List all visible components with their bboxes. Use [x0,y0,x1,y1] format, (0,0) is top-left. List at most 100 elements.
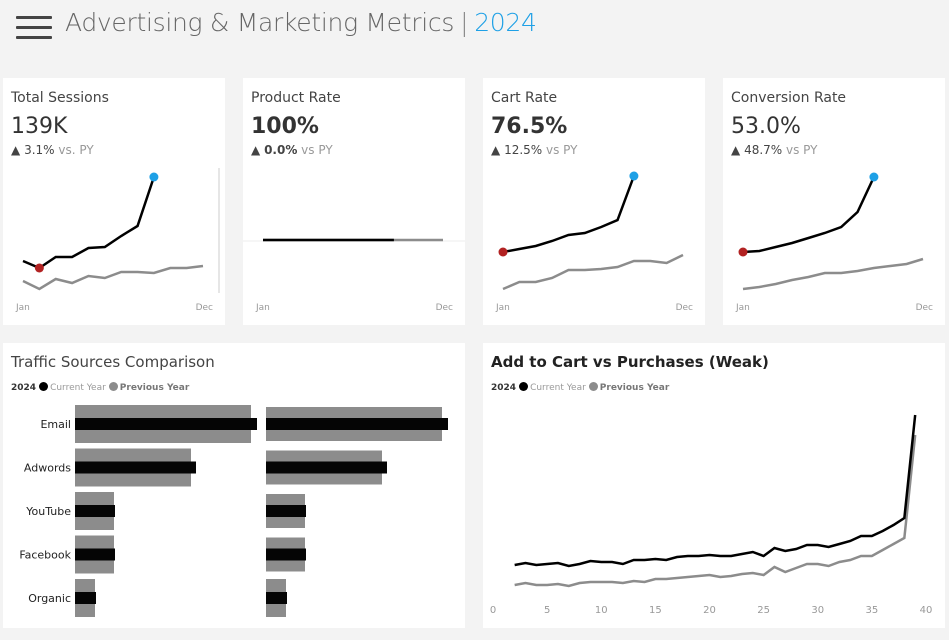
delta-value: 12.5% [504,143,543,157]
cart-title: Add to Cart vs Purchases (Weak) [491,353,769,371]
kpi-value: 53.0% [731,114,801,139]
sparkline [498,171,684,291]
legend-current: Current Year [530,383,586,393]
cart-legend: 2024 Current Year Previous Year [491,382,669,393]
current-year-line [22,176,156,270]
cart-purchases-card: Add to Cart vs Purchases (Weak) 2024 Curr… [483,343,945,628]
kpi-value: 139K [11,114,68,139]
up-triangle-icon: ▲ [11,143,21,157]
page-title: Advertising & Marketing Metrics | 2024 [65,8,537,37]
month-end-label: Dec [195,303,213,313]
traffic-bar-chart: Email Adwords YouTube Facebook Organic [19,405,448,617]
delta-suffix: vs PY [786,143,818,157]
kpi-delta: ▲ 3.1% vs. PY [11,143,94,157]
bar-current-youtube[interactable] [266,505,306,517]
current-dot-icon [39,382,49,391]
up-triangle-icon: ▲ [251,143,261,157]
delta-value: 3.1% [24,143,55,157]
month-end-label: Dec [915,303,933,313]
month-end-label: Dec [435,303,453,313]
sparkline [243,238,465,242]
bar-current-adwords[interactable] [266,461,387,474]
kpi-card-total-sessions: Total Sessions 139K ▲ 3.1% vs. PY Jan De… [3,78,225,325]
kpi-card-product-rate: Product Rate 100% ▲ 0.0% vs PY Jan Dec [243,78,465,325]
kpi-title: Conversion Rate [731,90,847,106]
kpi-title: Product Rate [251,90,341,106]
previous-year-line [742,257,924,291]
cart-line-chart: 0 5 10 15 20 25 30 35 40 [490,414,933,616]
delta-suffix: vs PY [301,143,333,157]
bar-current-adwords[interactable] [75,461,196,474]
current-year-line [514,414,917,568]
previous-year-line [514,434,917,588]
current-dot-icon [519,382,529,391]
sparkline [738,172,924,291]
latest-point-marker[interactable] [869,172,879,182]
legend-previous: Previous Year [599,383,670,393]
month-start-label: Jan [496,303,510,313]
x-tick-label: 15 [649,605,662,616]
month-start-label: Jan [256,303,270,313]
current-year-line [502,175,636,254]
kpi-delta: ▲ 12.5% vs PY [491,143,578,157]
title-text: Advertising & Marketing Metrics [65,8,455,37]
month-start-label: Jan [736,303,750,313]
legend-previous: Previous Year [119,383,190,393]
sparkline [22,168,220,293]
previous-year-line [502,253,684,291]
traffic-title: Traffic Sources Comparison [11,353,215,371]
x-tick-label: 30 [811,605,824,616]
low-point-marker[interactable] [34,263,44,273]
low-point-marker[interactable] [738,247,748,257]
bar-current-facebook[interactable] [266,548,306,561]
delta-value: 0.0% [264,143,298,157]
kpi-delta: ▲ 0.0% vs PY [251,143,333,157]
kpi-title: Total Sessions [11,90,109,106]
bar-current-email[interactable] [266,418,448,430]
category-label-email: Email [40,418,71,431]
kpi-card-cart-rate: Cart Rate 76.5% ▲ 12.5% vs PY Jan Dec [483,78,705,325]
bar-current-email[interactable] [75,418,257,430]
hamburger-menu-icon[interactable] [16,14,52,42]
month-start-label: Jan [16,303,30,313]
category-label-adwords: Adwords [24,462,71,475]
delta-value: 48.7% [744,143,783,157]
x-tick-label: 5 [544,605,550,616]
kpi-value: 76.5% [491,114,568,139]
legend-year: 2024 [491,383,517,393]
delta-suffix: vs PY [546,143,578,157]
x-tick-label: 35 [866,605,879,616]
up-triangle-icon: ▲ [731,143,741,157]
low-point-marker[interactable] [498,247,508,257]
previous-year-line [22,264,204,291]
x-tick-label: 0 [490,605,496,616]
x-tick-label: 40 [920,605,933,616]
bar-current-youtube[interactable] [75,505,115,517]
kpi-value: 100% [251,114,319,139]
legend-current: Current Year [50,383,106,393]
legend-year: 2024 [11,383,37,393]
x-tick-label: 10 [595,605,608,616]
kpi-title: Cart Rate [491,90,558,106]
bar-current-facebook[interactable] [75,548,115,561]
month-end-label: Dec [675,303,693,313]
up-triangle-icon: ▲ [491,143,501,157]
bar-current-organic[interactable] [266,592,287,604]
latest-point-marker[interactable] [629,171,639,181]
category-label-organic: Organic [28,592,71,605]
previous-dot-icon [108,382,118,391]
category-label-facebook: Facebook [19,549,71,562]
delta-suffix: vs. PY [58,143,94,157]
previous-dot-icon [588,382,598,391]
title-year: 2024 [474,8,537,37]
traffic-legend: 2024 Current Year Previous Year [11,382,189,393]
traffic-sources-card: Traffic Sources Comparison 2024 Current Y… [3,343,465,628]
category-label-youtube: YouTube [25,505,71,518]
title-separator: | [460,8,469,37]
kpi-card-conversion-rate: Conversion Rate 53.0% ▲ 48.7% vs PY Jan … [723,78,945,325]
bar-current-organic[interactable] [75,592,96,604]
header: Advertising & Marketing Metrics | 2024 [0,0,949,60]
current-year-line [742,176,876,254]
latest-point-marker[interactable] [149,172,159,182]
x-tick-label: 20 [703,605,716,616]
